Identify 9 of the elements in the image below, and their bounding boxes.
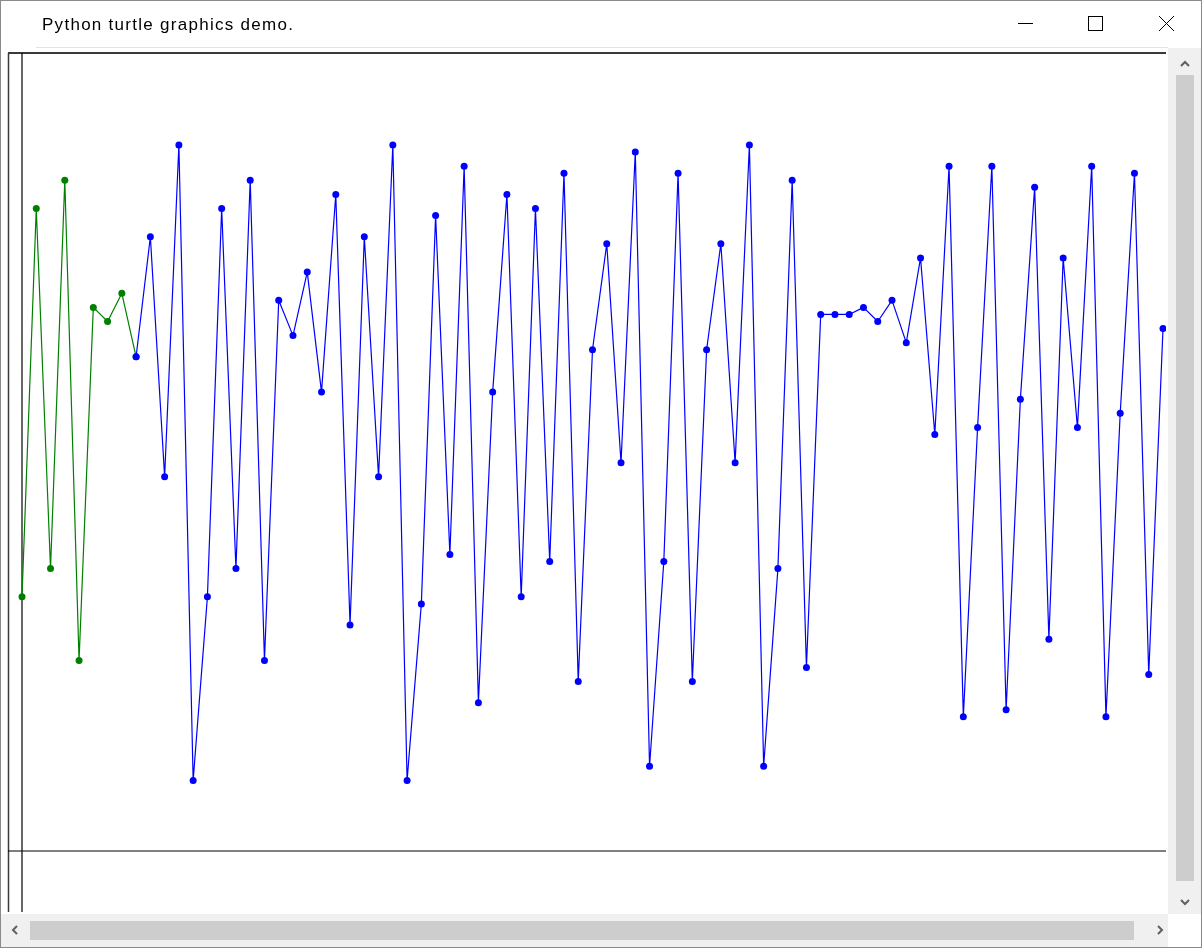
point: [104, 318, 112, 325]
point: [89, 303, 97, 311]
point: [47, 565, 55, 573]
point: [61, 176, 69, 184]
point: [118, 289, 126, 297]
chart-title: Python turtle graphics demo.: [42, 15, 293, 34]
point: [32, 205, 40, 213]
point: [18, 593, 26, 601]
point: [75, 656, 83, 664]
